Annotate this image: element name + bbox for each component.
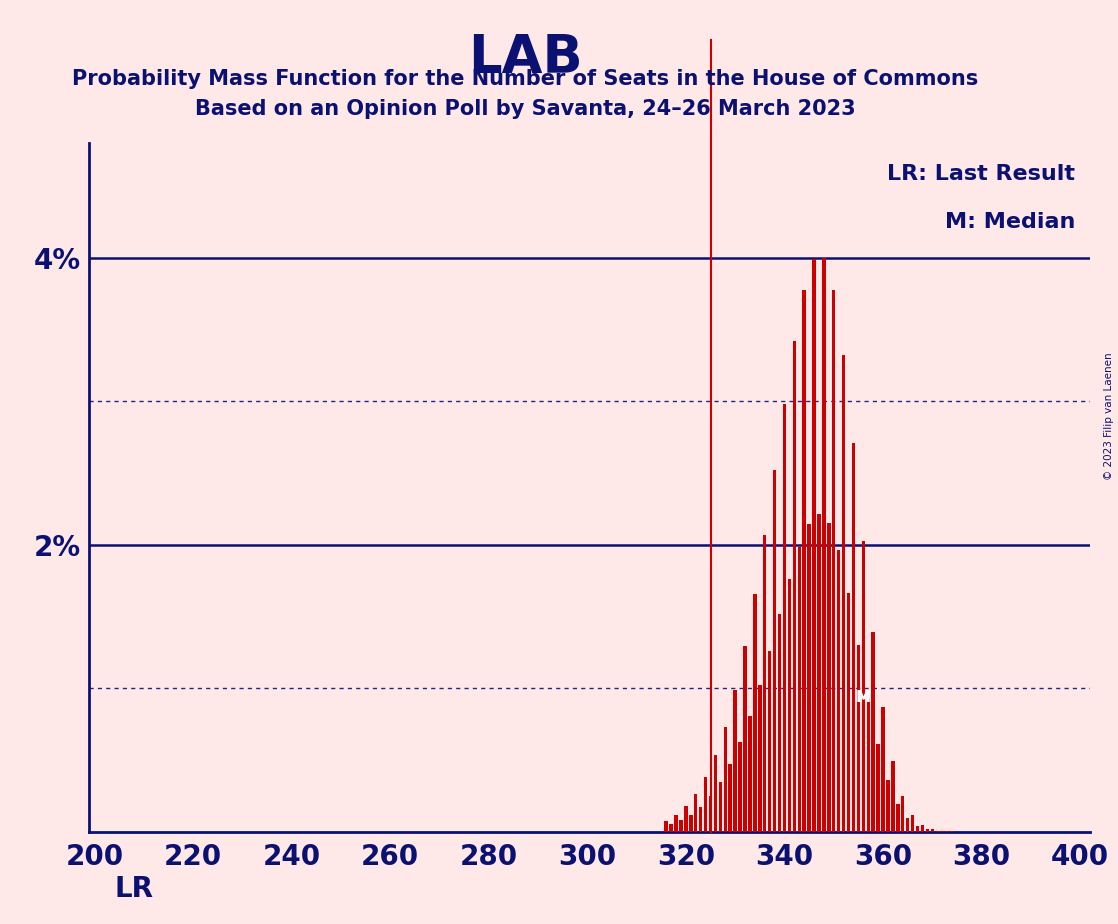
Bar — [719, 783, 722, 832]
Bar — [713, 755, 717, 832]
Bar — [813, 260, 816, 832]
Bar — [803, 290, 806, 832]
Bar — [733, 690, 737, 832]
Bar — [891, 761, 894, 832]
Bar — [862, 541, 865, 832]
Bar — [670, 824, 673, 832]
Bar — [773, 470, 776, 832]
Text: M: M — [855, 690, 871, 705]
Bar — [729, 764, 732, 832]
Bar — [837, 550, 841, 832]
Bar — [680, 821, 683, 832]
Bar — [664, 821, 667, 832]
Bar — [881, 708, 884, 832]
Bar — [817, 515, 821, 832]
Bar — [832, 290, 835, 832]
Bar — [754, 594, 757, 832]
Bar — [748, 716, 751, 832]
Bar — [783, 404, 786, 832]
Bar — [911, 815, 915, 832]
Bar — [788, 578, 792, 832]
Text: © 2023 Filip van Laenen: © 2023 Filip van Laenen — [1105, 352, 1114, 480]
Bar — [926, 830, 929, 832]
Bar — [897, 804, 900, 832]
Bar — [921, 825, 925, 832]
Bar — [768, 650, 771, 832]
Bar — [699, 807, 702, 832]
Bar — [827, 523, 831, 832]
Bar — [901, 796, 904, 832]
Bar — [871, 632, 875, 832]
Text: LAB: LAB — [468, 32, 582, 84]
Bar — [738, 742, 742, 832]
Bar — [709, 796, 712, 832]
Bar — [846, 592, 851, 832]
Bar — [674, 815, 678, 832]
Bar — [916, 826, 919, 832]
Bar — [689, 815, 692, 832]
Bar — [852, 444, 855, 832]
Bar — [743, 646, 747, 832]
Bar — [793, 341, 796, 832]
Text: Based on an Opinion Poll by Savanta, 24–26 March 2023: Based on an Opinion Poll by Savanta, 24–… — [196, 99, 855, 119]
Bar — [778, 614, 781, 832]
Text: LR: Last Result: LR: Last Result — [887, 164, 1076, 184]
Bar — [758, 685, 761, 832]
Bar — [694, 794, 698, 832]
Text: LR: LR — [114, 875, 153, 903]
Bar — [887, 780, 890, 832]
Bar — [866, 698, 870, 832]
Bar — [822, 258, 825, 832]
Bar — [877, 744, 880, 832]
Bar — [684, 807, 688, 832]
Bar — [856, 645, 860, 832]
Text: M: Median: M: Median — [945, 213, 1076, 232]
Bar — [723, 726, 727, 832]
Bar — [762, 535, 767, 832]
Text: Probability Mass Function for the Number of Seats in the House of Commons: Probability Mass Function for the Number… — [73, 69, 978, 90]
Bar — [842, 356, 845, 832]
Bar — [807, 524, 811, 832]
Bar — [797, 547, 800, 832]
Bar — [906, 818, 909, 832]
Bar — [930, 829, 934, 832]
Bar — [704, 777, 708, 832]
